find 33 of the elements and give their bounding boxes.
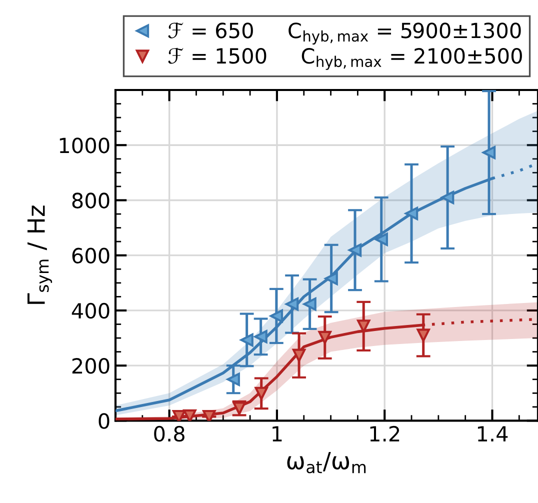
y-tick-label: 800	[72, 192, 110, 208]
point	[254, 330, 268, 344]
point	[226, 372, 240, 386]
point	[270, 309, 284, 323]
point	[254, 386, 268, 400]
point	[285, 298, 299, 311]
point	[348, 244, 362, 257]
point	[318, 330, 332, 344]
x-tick-label: 1.4	[478, 426, 508, 442]
point	[303, 298, 316, 311]
x-tick-label: 0.8	[154, 426, 184, 442]
point	[202, 410, 216, 421]
point	[416, 328, 430, 342]
y-tick-label: 1000	[60, 138, 110, 154]
legend-label: ℱ = 650 C$_{hyb,max}$ = 5900±1300	[168, 22, 521, 45]
point	[440, 190, 454, 204]
y-axis-title: Γ$_{sym}$ / Hz	[28, 206, 52, 304]
point	[324, 272, 338, 286]
x-tick-label: 1.2	[370, 426, 400, 442]
point	[482, 146, 496, 160]
point	[183, 409, 196, 421]
legend-label: ℱ = 1500 C$_{hyb,max}$ = 2100±500	[168, 48, 522, 70]
y-tick-label: 0	[98, 413, 110, 429]
x-axis-title: ω$_{at}$/ω$_{m}$	[287, 452, 366, 474]
point	[172, 410, 186, 421]
y-tick-label: 200	[72, 358, 110, 374]
point	[374, 232, 388, 246]
y-tick-label: 600	[72, 248, 110, 264]
point	[240, 333, 254, 347]
y-tick-label: 400	[72, 302, 110, 319]
x-tick-label: 1	[272, 426, 282, 442]
point	[292, 348, 306, 362]
point	[404, 206, 418, 220]
